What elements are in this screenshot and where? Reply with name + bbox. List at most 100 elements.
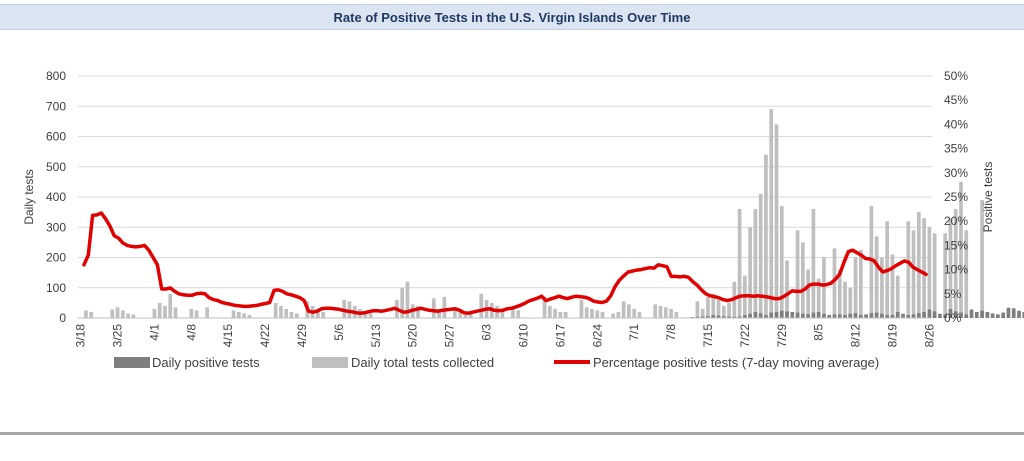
positive-tests-bar xyxy=(832,314,837,318)
positive-tests-bar xyxy=(732,316,737,318)
positive-tests-bar xyxy=(695,316,700,318)
total-tests-bar xyxy=(795,230,800,318)
positivity-line-group xyxy=(82,211,928,315)
positive-tests-bar xyxy=(1011,308,1016,318)
total-tests-bar xyxy=(363,311,368,318)
y2-tick-label: 45% xyxy=(944,93,968,107)
total-tests-bar xyxy=(700,308,705,318)
total-tests-bar xyxy=(321,311,325,318)
positive-tests-bar xyxy=(769,312,774,318)
total-tests-bar xyxy=(289,311,294,318)
total-tests-bar xyxy=(848,287,853,318)
total-tests-bar xyxy=(479,293,484,318)
y2-tick-label: 35% xyxy=(944,142,968,156)
total-tests-bar xyxy=(721,305,726,318)
total-tests-bar xyxy=(189,308,194,318)
x-tick-label: 6/3 xyxy=(480,324,494,341)
y2-tick-label: 15% xyxy=(944,238,968,252)
positive-tests-bar xyxy=(721,316,726,318)
total-tests-bar xyxy=(553,308,557,318)
total-tests-bar xyxy=(874,236,879,318)
total-tests-bar xyxy=(769,109,774,319)
total-tests-bar xyxy=(542,296,547,318)
x-tick-label: 7/29 xyxy=(775,324,789,348)
x-tick-label: 7/15 xyxy=(701,324,715,348)
total-tests-bar xyxy=(822,257,826,318)
legend-swatch-positive xyxy=(114,357,150,368)
x-tick-label: 3/18 xyxy=(74,324,88,348)
positive-tests-bar xyxy=(758,313,763,318)
total-tests-bar xyxy=(563,311,568,318)
total-tests-bar xyxy=(616,311,621,318)
legend-label-total: Daily total tests collected xyxy=(351,355,494,370)
positive-tests-bar xyxy=(922,311,926,318)
positive-tests-bar xyxy=(916,313,921,318)
positive-tests-bar xyxy=(964,314,969,318)
positivity-line xyxy=(82,211,928,315)
y-tick-label: 700 xyxy=(46,99,66,113)
positive-tests-bar xyxy=(753,311,758,318)
total-tests-bar xyxy=(880,257,884,318)
positive-tests-bar xyxy=(790,311,795,318)
y2-tick-label: 40% xyxy=(944,117,968,131)
total-tests-bar xyxy=(590,308,594,318)
total-tests-bar xyxy=(674,311,679,318)
total-tests-bar xyxy=(458,311,463,318)
total-tests-bar xyxy=(980,200,984,318)
total-tests-bar xyxy=(658,305,663,318)
positive-tests-bar xyxy=(848,313,853,318)
total-tests-bar xyxy=(669,308,673,318)
x-tick-label: 8/26 xyxy=(922,324,936,348)
positive-tests-bar xyxy=(938,313,942,318)
legend: Daily positive tests Daily total tests co… xyxy=(114,355,879,370)
positive-tests-bar xyxy=(711,314,716,318)
total-tests-bar xyxy=(558,311,563,318)
total-tests-bar xyxy=(547,305,552,318)
total-tests-bar xyxy=(895,275,900,318)
total-tests-bar xyxy=(294,313,299,318)
total-tests-bar xyxy=(89,311,94,318)
x-tick-label: 7/1 xyxy=(627,324,641,341)
positive-tests-bar xyxy=(948,308,953,318)
x-tick-label: 7/22 xyxy=(738,324,752,348)
bottom-rule xyxy=(0,432,1024,435)
positive-tests-bar xyxy=(1017,310,1021,318)
x-tick-label: 6/10 xyxy=(517,324,531,348)
total-tests-bar xyxy=(627,304,631,318)
positive-tests-bar xyxy=(932,311,937,318)
total-tests-bar xyxy=(858,249,863,318)
positive-tests-bar xyxy=(822,313,826,318)
y2-tick-label: 30% xyxy=(944,166,968,180)
positive-tests-bar xyxy=(801,313,805,318)
total-tests-bar xyxy=(273,302,278,318)
y-axis-title: Daily tests xyxy=(22,169,36,224)
y-tick-label: 500 xyxy=(46,160,66,174)
total-tests-bar xyxy=(437,308,441,318)
total-tests-bars xyxy=(84,109,990,319)
y-tick-label: 0 xyxy=(59,311,66,325)
total-tests-bar xyxy=(453,308,457,318)
total-tests-bar xyxy=(157,302,162,318)
positive-tests-bar xyxy=(764,314,768,318)
total-tests-bar xyxy=(516,310,521,318)
total-tests-bar xyxy=(911,230,916,318)
total-tests-bar xyxy=(500,311,505,318)
positive-tests-bar xyxy=(874,312,879,318)
x-tick-label: 5/27 xyxy=(443,324,457,348)
positive-tests-bar xyxy=(880,313,884,318)
positive-tests-bar xyxy=(953,311,958,318)
total-tests-bar xyxy=(927,227,932,318)
total-tests-bar xyxy=(110,309,115,318)
total-tests-bar xyxy=(843,281,847,318)
positive-tests-bar xyxy=(853,313,858,318)
total-tests-bar xyxy=(922,218,926,318)
total-tests-bar xyxy=(131,314,136,318)
total-tests-bar xyxy=(801,242,805,318)
positive-tests-bar xyxy=(985,311,990,318)
x-tick-label: 8/5 xyxy=(812,324,826,341)
total-tests-bar xyxy=(84,310,88,318)
total-tests-bar xyxy=(511,308,515,318)
total-tests-bar xyxy=(284,308,289,318)
positive-tests-bar xyxy=(727,316,731,318)
total-tests-bar xyxy=(695,301,700,318)
